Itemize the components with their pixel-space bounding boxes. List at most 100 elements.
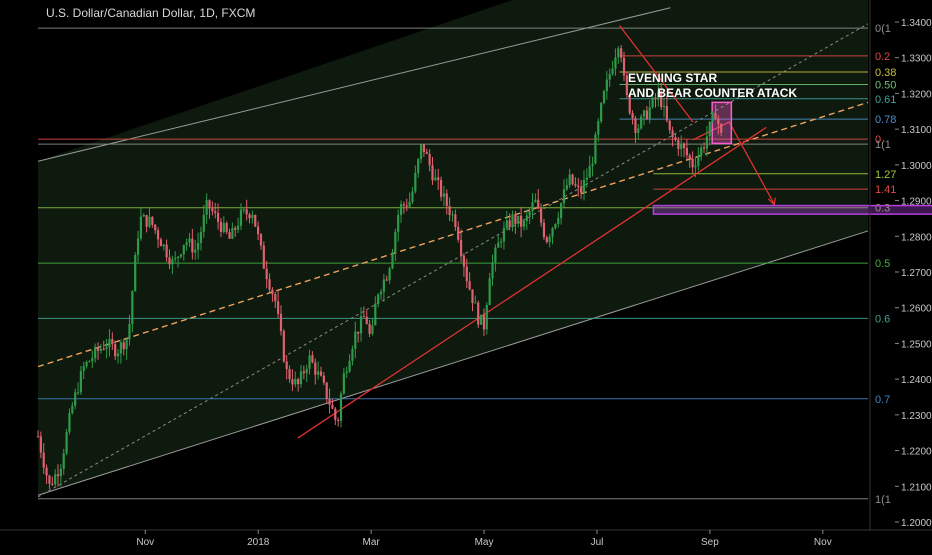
candle-body	[199, 231, 203, 244]
candle-body	[657, 90, 660, 100]
candle-body	[580, 187, 583, 193]
candle-body	[374, 303, 377, 326]
candle-body	[242, 209, 245, 211]
candle-body	[139, 216, 143, 239]
candle-body	[128, 323, 131, 340]
candle-body	[337, 419, 340, 421]
candle-body	[79, 370, 82, 393]
candle-body	[517, 215, 520, 224]
candle-body	[514, 214, 517, 224]
projection-arrow-line	[692, 121, 775, 205]
candle-body	[202, 214, 205, 232]
candle-body	[62, 453, 65, 469]
y-tick-label: 1.20000	[901, 518, 932, 529]
candle-body	[680, 143, 683, 149]
candles	[36, 44, 723, 490]
candle-body	[419, 144, 423, 160]
candle-body	[165, 244, 168, 258]
candle-body	[102, 348, 105, 350]
candle-body	[531, 202, 534, 212]
candle-body	[474, 302, 477, 304]
candle-body	[331, 404, 334, 409]
fib-level-label: 1(1	[875, 494, 891, 506]
candle-body	[574, 184, 577, 186]
y-tick-label: 1.22000	[901, 447, 932, 458]
candle-body	[194, 249, 197, 253]
candle-body	[122, 342, 125, 350]
candle-body	[134, 254, 137, 292]
fib-level-label: 1(1	[875, 139, 891, 151]
candle-body	[540, 208, 543, 223]
candle-body	[591, 163, 594, 167]
candle-body	[431, 165, 434, 181]
candle-body	[582, 179, 586, 193]
x-tick-label: Mar	[363, 537, 381, 548]
candle-body	[648, 107, 651, 119]
candle-body	[442, 193, 446, 197]
candle-body	[51, 483, 54, 485]
y-tick-label: 1.28000	[901, 232, 932, 243]
x-tick-label: 2018	[247, 537, 270, 548]
candle-body	[491, 262, 494, 279]
candle-body	[74, 392, 77, 406]
candle-body	[196, 243, 200, 250]
candle-body	[711, 112, 714, 122]
candle-body	[254, 214, 257, 227]
candle-body	[342, 373, 345, 394]
candle-body	[625, 75, 628, 95]
red-resistance-line	[619, 25, 694, 123]
fib-level-label: 0.	[875, 134, 884, 146]
candle-body	[65, 432, 68, 454]
candle-body	[597, 121, 600, 135]
candle-body	[228, 232, 231, 239]
candle-body	[85, 361, 88, 367]
candle-body	[231, 227, 234, 239]
red-support-line	[297, 126, 767, 439]
candle-body	[542, 222, 546, 238]
candle-body	[245, 209, 248, 215]
candle-body	[522, 221, 526, 227]
candle-body	[211, 208, 214, 212]
candle-body	[319, 371, 323, 376]
x-tick-label: Nov	[814, 537, 832, 548]
channel-upper-line	[37, 7, 671, 162]
candle-body	[525, 215, 528, 222]
fib-level-label: 1.41	[875, 184, 896, 196]
candle-body	[454, 214, 457, 227]
candle-body	[600, 103, 603, 122]
candle-body	[274, 294, 277, 302]
y-tick-label: 1.34000	[901, 18, 932, 29]
channel-fill	[38, 0, 868, 496]
candle-body	[348, 360, 351, 372]
candle-body	[362, 316, 365, 318]
candle-body	[239, 209, 243, 226]
candle-body	[700, 147, 703, 157]
candle-body	[171, 259, 174, 265]
candle-body	[214, 211, 217, 213]
candle-body	[154, 224, 157, 231]
candle-body	[557, 218, 560, 225]
candle-body	[714, 112, 717, 119]
candle-body	[285, 361, 288, 370]
candle-body	[405, 205, 408, 207]
candle-body	[142, 215, 145, 217]
candle-body	[422, 144, 426, 153]
y-tick-label: 1.27000	[901, 268, 932, 279]
fib-level-label: 1.27	[875, 169, 896, 181]
candle-body	[359, 316, 363, 334]
candle-body	[605, 79, 608, 92]
candle-body	[208, 200, 211, 209]
y-tick-label: 1.32000	[901, 89, 932, 100]
candle-body	[691, 158, 694, 168]
candle-body	[519, 215, 523, 227]
candle-body	[265, 268, 268, 280]
y-tick-label: 1.23000	[901, 411, 932, 422]
candle-body	[428, 153, 431, 166]
candle-body	[91, 358, 94, 362]
candle-body	[365, 316, 368, 324]
candle-body	[71, 405, 74, 414]
candle-body	[622, 57, 626, 76]
candle-body	[225, 223, 228, 233]
candle-body	[382, 279, 385, 292]
